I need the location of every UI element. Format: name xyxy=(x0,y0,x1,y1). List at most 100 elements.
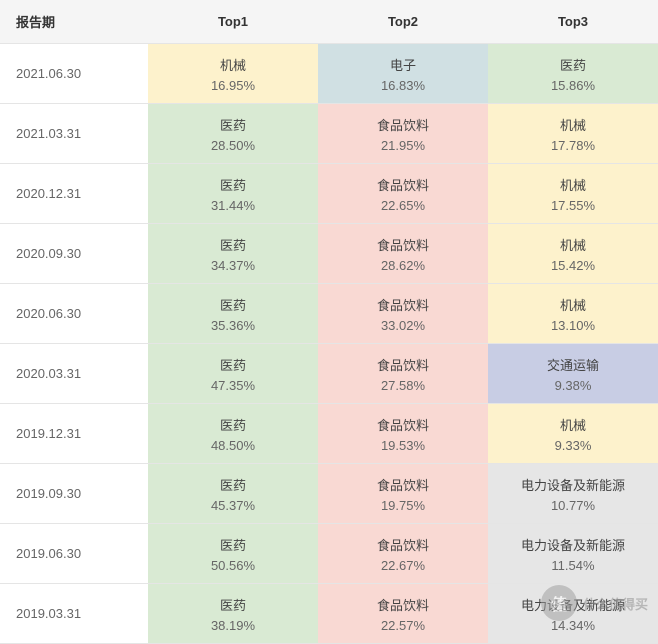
sector-name: 机械 xyxy=(492,175,654,194)
top1-cell: 医药 38.19% xyxy=(148,584,318,644)
sector-percentage: 14.34% xyxy=(492,618,654,633)
sector-name: 医药 xyxy=(152,595,314,614)
top2-cell: 食品饮料 19.75% xyxy=(318,464,488,524)
table-row: 2021.03.31医药28.50%食品饮料 21.95% 机械 17.78% xyxy=(0,104,658,164)
sector-name: 机械 xyxy=(152,55,314,74)
top3-cell: 电力设备及新能源 10.77% xyxy=(488,464,658,524)
col-header-date: 报告期 xyxy=(0,0,148,44)
sector-percentage: 17.78% xyxy=(492,138,654,153)
top2-cell: 食品饮料 22.67% xyxy=(318,524,488,584)
table-header-row: 报告期 Top1 Top2 Top3 xyxy=(0,0,658,44)
top2-cell: 食品饮料 28.62% xyxy=(318,224,488,284)
sector-percentage: 34.37% xyxy=(152,258,314,273)
top3-cell: 机械 15.42% xyxy=(488,224,658,284)
sector-percentage: 9.33% xyxy=(492,438,654,453)
top3-cell: 电力设备及新能源 14.34% xyxy=(488,584,658,644)
date-cell: 2021.03.31 xyxy=(0,104,148,164)
sector-name: 电力设备及新能源 xyxy=(492,475,654,494)
sector-name: 机械 xyxy=(492,115,654,134)
sector-name: 食品饮料 xyxy=(322,355,484,374)
sector-name: 机械 xyxy=(492,415,654,434)
sector-name: 医药 xyxy=(152,475,314,494)
sector-name: 电力设备及新能源 xyxy=(492,535,654,554)
top3-cell: 电力设备及新能源 11.54% xyxy=(488,524,658,584)
top2-cell: 食品饮料 19.53% xyxy=(318,404,488,464)
sector-name: 食品饮料 xyxy=(322,235,484,254)
sector-top3-table: 报告期 Top1 Top2 Top3 2021.06.30机械16.95%电子1… xyxy=(0,0,658,644)
top3-cell: 交通运输 9.38% xyxy=(488,344,658,404)
top1-cell: 医药 47.35% xyxy=(148,344,318,404)
date-cell: 2019.03.31 xyxy=(0,584,148,644)
sector-percentage: 22.65% xyxy=(322,198,484,213)
sector-name: 医药 xyxy=(152,355,314,374)
sector-name: 食品饮料 xyxy=(322,175,484,194)
sector-name: 医药 xyxy=(152,235,314,254)
sector-name: 医药 xyxy=(152,535,314,554)
sector-percentage: 48.50% xyxy=(152,438,314,453)
top1-cell: 医药 35.36% xyxy=(148,284,318,344)
sector-percentage: 15.42% xyxy=(492,258,654,273)
sector-percentage: 21.95% xyxy=(322,138,484,153)
sector-name: 食品饮料 xyxy=(322,535,484,554)
top2-cell: 食品饮料 27.58% xyxy=(318,344,488,404)
table-body: 2021.06.30机械16.95%电子16.83%医药15.86%2021.0… xyxy=(0,44,658,644)
top2-cell: 食品饮料33.02% xyxy=(318,284,488,344)
sector-name: 食品饮料 xyxy=(322,415,484,434)
table-row: 2019.09.30医药45.37%食品饮料 19.75% 电力设备及新能源 10.7… xyxy=(0,464,658,524)
sector-name: 医药 xyxy=(152,415,314,434)
sector-name: 食品饮料 xyxy=(322,115,484,134)
table-row: 2019.12.31医药 48.50% 食品饮料 19.53% 机械 9.33% xyxy=(0,404,658,464)
sector-percentage: 31.44% xyxy=(152,198,314,213)
top2-cell: 食品饮料 22.65% xyxy=(318,164,488,224)
table-row: 2020.03.31医药47.35%食品饮料27.58%交通运输9.38% xyxy=(0,344,658,404)
sector-percentage: 9.38% xyxy=(492,378,654,393)
top2-cell: 电子 16.83% xyxy=(318,44,488,104)
top2-cell: 食品饮料 22.57% xyxy=(318,584,488,644)
sector-percentage: 50.56% xyxy=(152,558,314,573)
top3-cell: 机械17.55% xyxy=(488,164,658,224)
col-header-top3: Top3 xyxy=(488,0,658,44)
sector-percentage: 15.86% xyxy=(492,78,654,93)
table-row: 2020.09.30医药 34.37% 食品饮料 28.62% 机械 15.42% xyxy=(0,224,658,284)
top1-cell: 医药 48.50% xyxy=(148,404,318,464)
date-cell: 2019.12.31 xyxy=(0,404,148,464)
sector-percentage: 16.95% xyxy=(152,78,314,93)
sector-name: 医药 xyxy=(492,55,654,74)
date-cell: 2019.09.30 xyxy=(0,464,148,524)
sector-name: 电子 xyxy=(322,55,484,74)
top3-cell: 机械 17.78% xyxy=(488,104,658,164)
sector-percentage: 11.54% xyxy=(492,558,654,573)
sector-percentage: 13.10% xyxy=(492,318,654,333)
sector-name: 医药 xyxy=(152,295,314,314)
sector-percentage: 38.19% xyxy=(152,618,314,633)
sector-name: 食品饮料 xyxy=(322,475,484,494)
date-cell: 2021.06.30 xyxy=(0,44,148,104)
sector-percentage: 10.77% xyxy=(492,498,654,513)
sector-percentage: 19.53% xyxy=(322,438,484,453)
sector-percentage: 19.75% xyxy=(322,498,484,513)
top1-cell: 医药45.37% xyxy=(148,464,318,524)
sector-percentage: 28.62% xyxy=(322,258,484,273)
sector-name: 电力设备及新能源 xyxy=(492,595,654,614)
sector-name: 交通运输 xyxy=(492,355,654,374)
sector-percentage: 33.02% xyxy=(322,318,484,333)
date-cell: 2019.06.30 xyxy=(0,524,148,584)
top2-cell: 食品饮料 21.95% xyxy=(318,104,488,164)
top3-cell: 机械 9.33% xyxy=(488,404,658,464)
sector-percentage: 22.67% xyxy=(322,558,484,573)
table-row: 2019.03.31医药 38.19% 食品饮料 22.57% 电力设备及新能源 14.3… xyxy=(0,584,658,644)
col-header-top1: Top1 xyxy=(148,0,318,44)
sector-name: 食品饮料 xyxy=(322,595,484,614)
top3-cell: 机械13.10% xyxy=(488,284,658,344)
sector-percentage: 35.36% xyxy=(152,318,314,333)
sector-name: 机械 xyxy=(492,235,654,254)
sector-percentage: 16.83% xyxy=(322,78,484,93)
top1-cell: 医药28.50% xyxy=(148,104,318,164)
sector-percentage: 47.35% xyxy=(152,378,314,393)
sector-percentage: 27.58% xyxy=(322,378,484,393)
date-cell: 2020.12.31 xyxy=(0,164,148,224)
top1-cell: 医药31.44% xyxy=(148,164,318,224)
date-cell: 2020.06.30 xyxy=(0,284,148,344)
date-cell: 2020.09.30 xyxy=(0,224,148,284)
sector-percentage: 22.57% xyxy=(322,618,484,633)
